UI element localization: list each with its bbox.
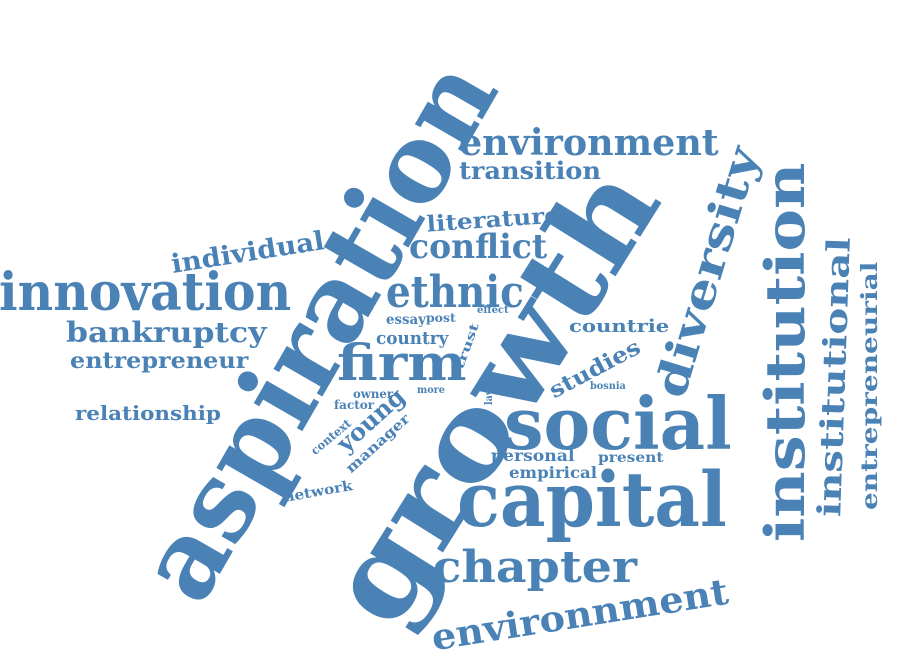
word-firm: firm — [337, 333, 467, 392]
word-personal: personal — [491, 446, 575, 465]
word-conflict: conflict — [409, 227, 548, 267]
word-countrie: countrie — [569, 316, 670, 337]
word-more: more — [417, 385, 445, 396]
word-bosnia: bosnia — [590, 381, 626, 392]
word-entrepreneur: entrepreneur — [70, 348, 249, 374]
word-diversity: diversity — [645, 140, 770, 404]
word-chapter: chapter — [432, 542, 638, 593]
word-empirical: empirical — [509, 463, 598, 482]
word-innovation: innovation — [0, 262, 292, 323]
word-essay: essay — [386, 312, 426, 328]
word-law: law — [484, 387, 495, 405]
word-institutional: institutional — [810, 236, 858, 518]
word-factor: factor — [334, 398, 375, 412]
word-environment: environment — [459, 122, 719, 164]
word-country: country — [376, 328, 449, 349]
word-owner: owner — [353, 387, 394, 401]
word-transition: transition — [459, 156, 602, 185]
word-capital: capital — [457, 455, 727, 544]
word-institution: institution — [753, 162, 817, 542]
word-present: present — [598, 450, 664, 466]
word-effect: effect — [477, 305, 509, 316]
word-ethnic: ethnic — [386, 267, 524, 318]
word-post: post — [426, 311, 456, 325]
word-bankruptcy: bankruptcy — [66, 316, 267, 349]
word-social: social — [504, 381, 732, 466]
word-entrepreneurial: entrepreneurial — [857, 261, 883, 510]
word-relationship: relationship — [75, 401, 221, 425]
